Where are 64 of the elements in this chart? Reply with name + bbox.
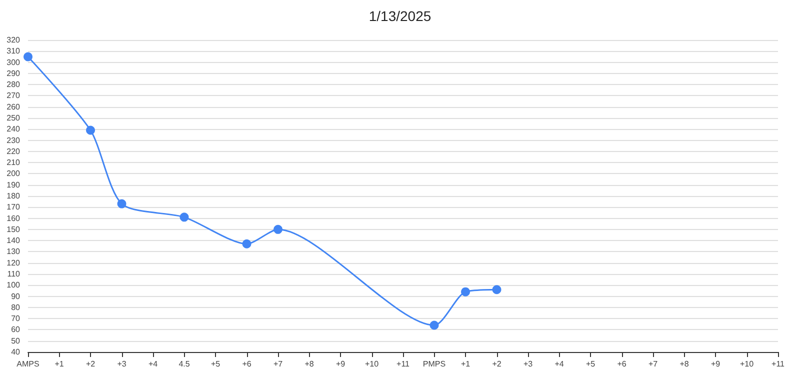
point	[461, 287, 470, 296]
y-tick-label: 140	[6, 236, 21, 246]
x-tick-label: +6	[242, 360, 252, 368]
x-tick-label: +6	[617, 360, 627, 368]
y-tick-label: 190	[6, 180, 21, 190]
x-tick-label: +2	[492, 360, 502, 368]
x-tick-label: +3	[523, 360, 534, 368]
x-tick-label: +7	[648, 360, 658, 368]
x-tick-label: +5	[210, 360, 221, 368]
x-tick-label: +10	[740, 360, 754, 368]
point	[24, 52, 32, 62]
y-tick-label: 220	[6, 146, 21, 156]
y-tick-label: 290	[6, 68, 21, 78]
y-tick-label: 250	[6, 114, 21, 122]
y-tick-label: 150	[6, 224, 21, 234]
y-tick-label: 70	[11, 314, 21, 324]
y-tick-label: 110	[7, 270, 21, 278]
y-tick-label: 180	[6, 192, 21, 200]
y-tick-label: 40	[11, 348, 21, 356]
y-tick-label: 300	[6, 58, 21, 67]
y-tick-label: 60	[11, 325, 21, 334]
y-tick-label: 120	[6, 258, 21, 268]
x-tick-label: +4	[554, 360, 564, 368]
point	[86, 126, 95, 135]
x-tick-label: +8	[680, 360, 690, 368]
point	[117, 199, 126, 208]
x-tick-label: +11	[396, 360, 410, 368]
point	[180, 212, 189, 222]
x-tick-label: +1	[54, 360, 64, 368]
y-tick-label: 90	[11, 292, 21, 301]
y-tick-label: 210	[6, 158, 21, 168]
y-tick-label: 320	[6, 36, 21, 44]
point	[492, 285, 502, 294]
x-tick-label: +9	[710, 360, 721, 368]
x-tick-label: +4	[148, 360, 158, 368]
y-tick-label: 100	[6, 280, 21, 290]
chart-title: 1/13/2025	[368, 8, 432, 24]
x-tick-label: +8	[304, 360, 314, 368]
y-tick-label: 260	[6, 102, 21, 112]
x-tick-label: +9	[336, 360, 346, 368]
x-tick-label: +2	[86, 360, 96, 368]
x-tick-label: +3	[117, 360, 127, 368]
y-tick-label: 130	[6, 247, 21, 256]
x-tick-label: +10	[364, 360, 380, 368]
point	[242, 239, 252, 248]
x-tick-label: PMPS	[422, 360, 446, 368]
x-tick-label: +11	[772, 360, 786, 368]
point	[430, 320, 439, 330]
y-tick-label: 230	[6, 136, 21, 145]
point	[274, 224, 282, 234]
y-tick-label: 280	[6, 80, 21, 90]
y-tick-label: 170	[6, 202, 21, 212]
x-tick-label: +5	[586, 360, 596, 368]
y-tick-label: 270	[6, 91, 21, 100]
y-tick-label: 200	[6, 169, 21, 178]
x-tick-label: 4.5	[178, 360, 190, 368]
x-tick-label: +7	[273, 360, 284, 368]
y-tick-label: 160	[6, 214, 21, 223]
y-tick-label: 50	[11, 336, 21, 346]
x-tick-label: AMPS	[16, 360, 40, 368]
y-tick-label: 80	[11, 302, 21, 312]
x-tick-label: +1	[460, 360, 471, 368]
y-tick-label: 310	[6, 46, 21, 56]
y-tick-label: 240	[6, 124, 21, 134]
